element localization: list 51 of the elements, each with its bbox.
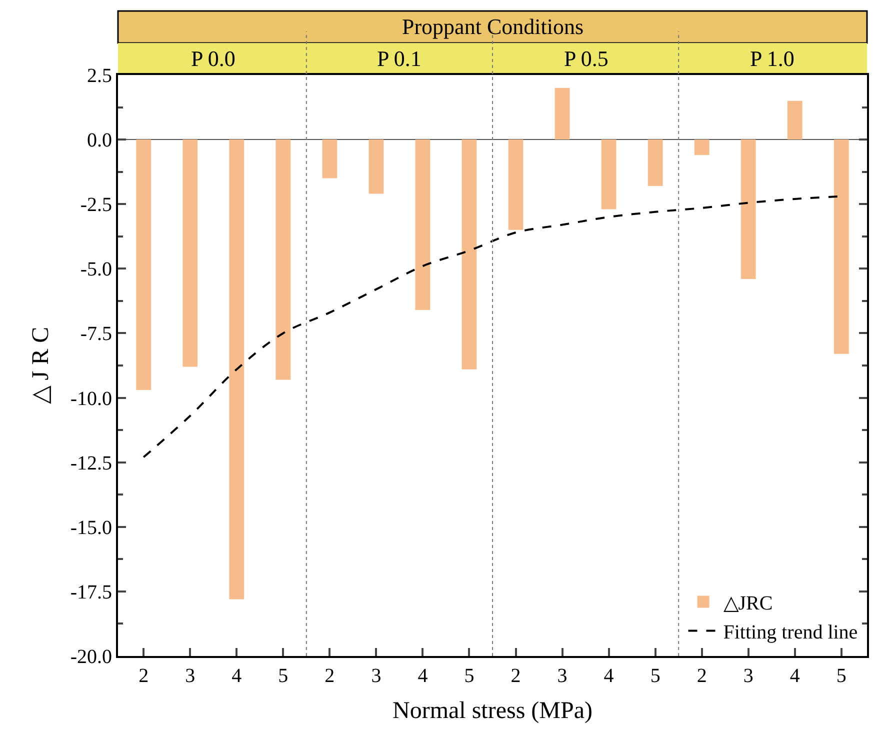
x-tick-label: 4 (418, 665, 428, 687)
bar (182, 140, 198, 367)
x-tick-label: 3 (371, 665, 382, 687)
y-tick-label: 0.0 (87, 130, 112, 152)
y-tick-label: -12.5 (70, 452, 112, 474)
text: P 0.5 (564, 46, 608, 71)
y-tick-label: -2.5 (80, 194, 112, 216)
bar (740, 140, 756, 279)
x-tick-label: 4 (790, 665, 800, 687)
x-tick-label: 2 (324, 665, 335, 687)
bar (322, 140, 338, 178)
bar (415, 140, 430, 310)
y-tick-label: -7.5 (80, 323, 112, 346)
bar (276, 140, 291, 380)
x-tick-label: 4 (604, 665, 614, 687)
bar (136, 140, 152, 390)
y-tick-label: 2.5 (87, 65, 112, 87)
bar (694, 140, 710, 156)
y-tick-label: -10.0 (70, 388, 112, 410)
text: P 0.1 (377, 46, 422, 71)
bar (508, 140, 524, 230)
y-axis-title: △ J R C (28, 326, 54, 404)
bar (462, 140, 477, 370)
text: P 0.0 (191, 46, 236, 71)
bar (554, 88, 570, 140)
x-tick-label: 3 (557, 665, 568, 687)
y-tick-label: -20.0 (70, 646, 112, 668)
x-tick-label: 4 (232, 665, 242, 687)
x-tick-label: 5 (836, 665, 846, 687)
y-tick-label: -17.5 (70, 581, 112, 604)
bar (229, 140, 244, 600)
y-tick-label: -5.0 (80, 258, 112, 281)
chart-title: Proppant Conditions (402, 14, 584, 39)
x-tick-label: 5 (278, 665, 288, 687)
x-axis-title: Normal stress (MPa) (392, 698, 592, 724)
x-tick-label: 3 (185, 665, 196, 687)
legend-label: △JRC (723, 592, 773, 614)
bar (834, 140, 849, 354)
x-tick-label: 2 (138, 665, 149, 687)
x-tick-label: 2 (510, 665, 521, 687)
y-tick-label: -15.0 (70, 516, 112, 539)
legend-label: Fitting trend line (723, 621, 858, 644)
x-tick-label: 5 (650, 665, 660, 687)
x-tick-label: 5 (464, 665, 474, 687)
text: P 1.0 (750, 46, 794, 71)
x-tick-label: 3 (743, 665, 754, 687)
bar (787, 100, 802, 140)
bar (601, 140, 616, 210)
bar (648, 140, 663, 186)
bar (368, 140, 384, 194)
x-tick-label: 2 (696, 665, 707, 687)
